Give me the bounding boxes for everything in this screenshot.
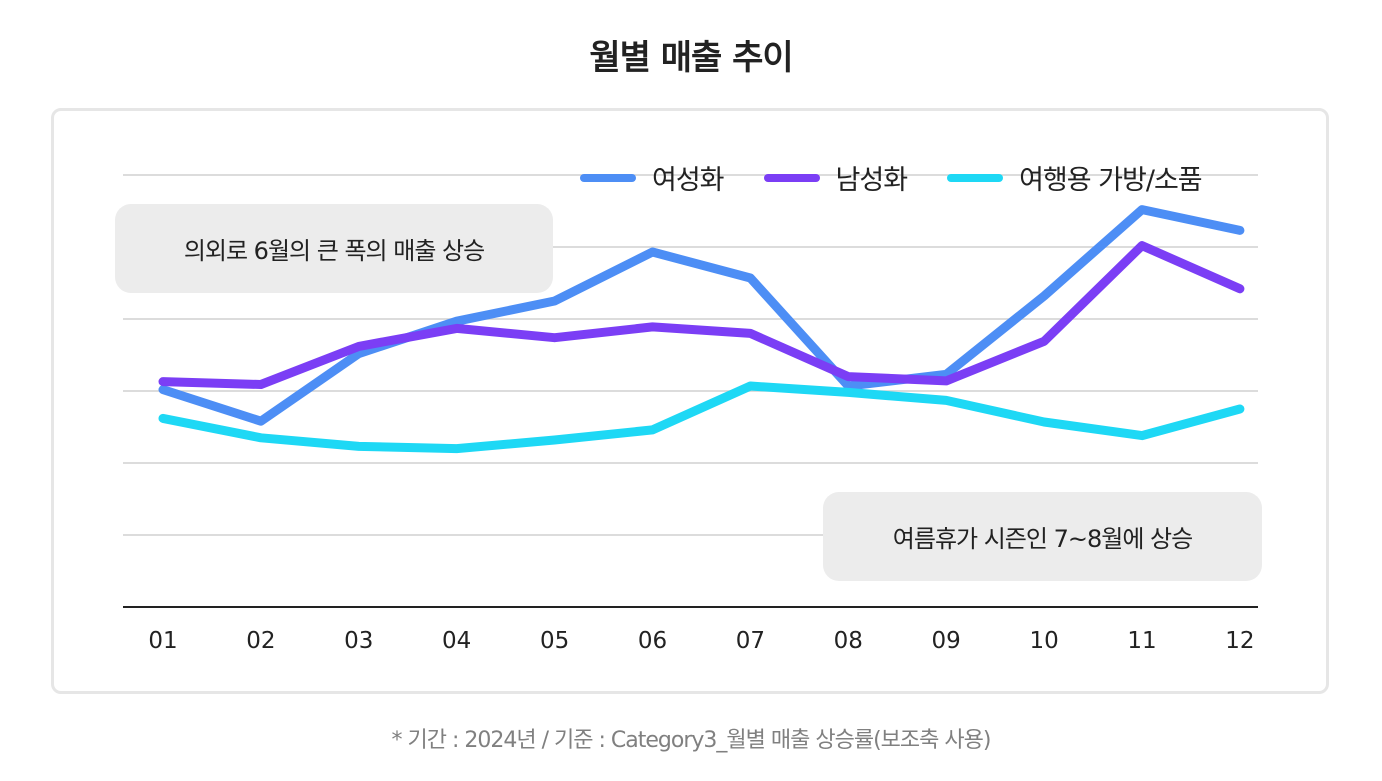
x-tick-label: 10 — [1029, 628, 1058, 654]
annotation-summer-rise: 여름휴가 시즌인 7~8월에 상승 — [823, 492, 1262, 581]
x-tick-label: 05 — [540, 628, 569, 654]
legend: 여성화 남성화 여행용 가방/소품 — [580, 158, 1203, 197]
chart-title: 월별 매출 추이 — [589, 38, 793, 78]
series-lines — [158, 205, 1245, 454]
x-tick-label: 02 — [246, 628, 275, 654]
x-tick-label: 06 — [638, 628, 667, 654]
x-tick-label: 11 — [1127, 628, 1156, 654]
legend-swatch — [947, 173, 1004, 182]
x-tick-label: 07 — [736, 628, 765, 654]
legend-item-women-shoes: 여성화 — [580, 158, 725, 197]
x-tick-label: 12 — [1225, 628, 1254, 654]
series-line-2 — [158, 381, 1245, 454]
footnote: * 기간 : 2024년 / 기준 : Category3_월별 매출 상승률(… — [391, 728, 992, 753]
series-line-0 — [158, 205, 1245, 426]
legend-label: 남성화 — [835, 165, 909, 196]
x-axis-ticks: 01 02 03 04 05 06 07 08 09 10 11 12 — [148, 628, 1254, 654]
legend-label: 여성화 — [652, 165, 725, 196]
legend-swatch — [763, 173, 820, 182]
x-tick-label: 04 — [442, 628, 471, 654]
annotation-june-rise: 의외로 6월의 큰 폭의 매출 상승 — [115, 204, 553, 293]
x-tick-label: 08 — [834, 628, 863, 654]
series-line-1 — [158, 241, 1245, 389]
legend-label: 여행용 가방/소품 — [1019, 165, 1203, 196]
x-tick-label: 01 — [148, 628, 177, 654]
legend-item-travel-bags: 여행용 가방/소품 — [947, 158, 1203, 197]
x-tick-label: 03 — [344, 628, 373, 654]
x-tick-label: 09 — [932, 628, 961, 654]
legend-item-men-shoes: 남성화 — [763, 158, 909, 197]
legend-swatch — [580, 173, 636, 182]
